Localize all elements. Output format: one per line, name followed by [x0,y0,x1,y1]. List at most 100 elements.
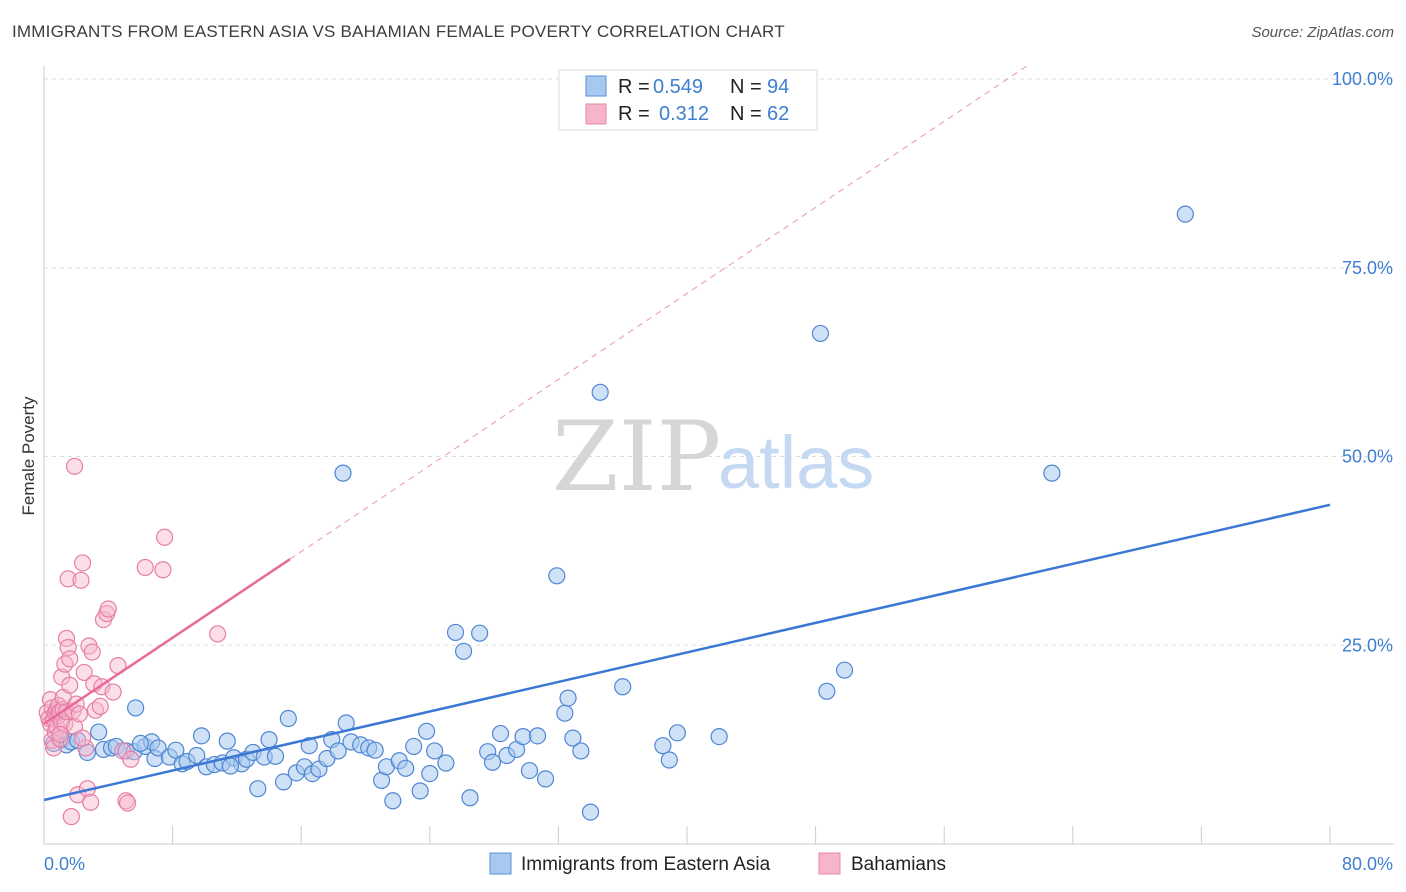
eastern-asia-point [218,732,236,750]
eastern-asia-point [461,789,479,807]
eastern-asia-point [559,689,577,707]
bahamians-point [77,739,95,757]
eastern-asia-point [149,739,167,757]
eastern-asia-point [520,761,539,780]
bahamians-point [62,808,80,826]
bahamians-point [136,558,154,577]
eastern-asia-point [572,742,590,760]
eastern-asia-point [131,734,150,753]
eastern-asia-point [384,792,402,810]
legend-r-value-2: 0.312 [659,103,709,125]
eastern-asia-point [192,727,211,745]
eastern-asia-point [397,759,415,777]
bahamians-point [61,650,79,668]
eastern-asia-point [668,724,686,742]
bottom-legend-swatch-blue [489,852,512,875]
legend-r-value-1: 0.549 [653,76,703,98]
eastern-asia-point [818,682,836,700]
eastern-asia-point [1043,464,1061,482]
eastern-asia-point [614,678,632,696]
eastern-asia-point [266,747,285,765]
eastern-asia-point [334,464,352,482]
eastern-asia-point [426,742,444,760]
bahamians-point [75,663,93,682]
bahamians-point [72,571,90,589]
eastern-asia-point [127,699,145,717]
bahamians-point [59,570,77,588]
bahamians-point [56,655,74,673]
watermark-zip: ZIP [552,401,721,513]
x-tick-label-max: 80.0% [1342,854,1393,874]
eastern-asia-points [45,205,1194,821]
eastern-asia-point [446,623,465,642]
eastern-asia-point [437,754,455,772]
y-tick-label: 50.0% [1342,447,1393,467]
eastern-asia-point [581,803,600,821]
eastern-asia-point [405,737,423,756]
trendlines [43,503,1331,802]
bahamians-point [61,676,79,694]
eastern-asia-point [279,709,297,728]
bahamians-point [65,457,84,475]
eastern-asia-point [483,753,502,771]
x-tick-labels: 0.0% 80.0% [44,854,1393,874]
bottom-legend-label-blue: Immigrants from Eastern Asia [521,854,771,875]
y-axis-title: Female Poverty [19,396,38,516]
eastern-asia-point [548,567,566,585]
source-label: Source: ZipAtlas.com [1251,24,1394,41]
bahamians-point [155,528,174,546]
eastern-asia-point [90,723,108,741]
bahamians-point [154,561,172,579]
bahamians-point [99,600,117,618]
bahamians-trend-extension [289,63,1031,560]
bahamians-point [118,794,137,812]
eastern-asia-point [491,724,510,743]
y-tick-labels: 25.0% 50.0% 75.0% 100.0% [1332,69,1393,655]
bottom-legend-swatch-pink [818,852,841,875]
y-tick-label: 75.0% [1342,258,1393,278]
eastern-asia-point [654,737,672,755]
eastern-asia-point [514,728,532,746]
legend-swatch-pink [585,103,607,125]
bahamians-point [83,643,101,661]
chart-title: IMMIGRANTS FROM EASTERN ASIA VS BAHAMIAN… [12,22,785,41]
legend-n-label-2: N = [730,103,762,125]
eastern-asia-point [249,780,267,798]
eastern-asia-point [556,704,574,722]
bahamians-point [209,625,227,643]
legend-n-value-1: 94 [767,76,789,98]
watermark-atlas: atlas [718,421,874,504]
y-tick-label: 25.0% [1342,635,1393,655]
eastern-asia-point [260,731,278,749]
eastern-asia-point [710,728,728,746]
bottom-legend-label-pink: Bahamians [851,854,946,875]
bahamians-point [82,793,100,811]
x-tick-label-min: 0.0% [44,854,85,874]
gridlines [44,78,1394,646]
bahamians-point [122,750,140,768]
legend-r-label-1: R = [618,76,650,98]
eastern-asia-point [417,722,436,740]
bahamians-points [38,457,227,826]
eastern-asia-point [835,661,854,679]
eastern-asia-point [421,764,439,783]
y-tick-label: 100.0% [1332,69,1393,89]
eastern-asia-point [528,727,547,745]
bahamians-point [70,705,88,723]
legend-r-label-2: R = [618,103,650,125]
eastern-asia-trendline [43,503,1331,802]
bahamians-point [104,683,122,701]
eastern-asia-point [564,729,582,747]
eastern-asia-point [221,757,240,775]
eastern-asia-point [811,324,830,343]
eastern-asia-point [300,737,318,755]
bottom-legend: Immigrants from Eastern Asia Bahamians [489,852,946,875]
bahamians-trendline-extension [289,63,1031,560]
eastern-asia-point [366,741,384,759]
eastern-asia-point [274,773,293,791]
bahamians-point [51,725,69,743]
bahamians-point [91,697,109,716]
bahamians-point [73,729,92,747]
legend-box: R = 0.549 N = 94 R = 0.312 N = 62 [558,69,818,131]
